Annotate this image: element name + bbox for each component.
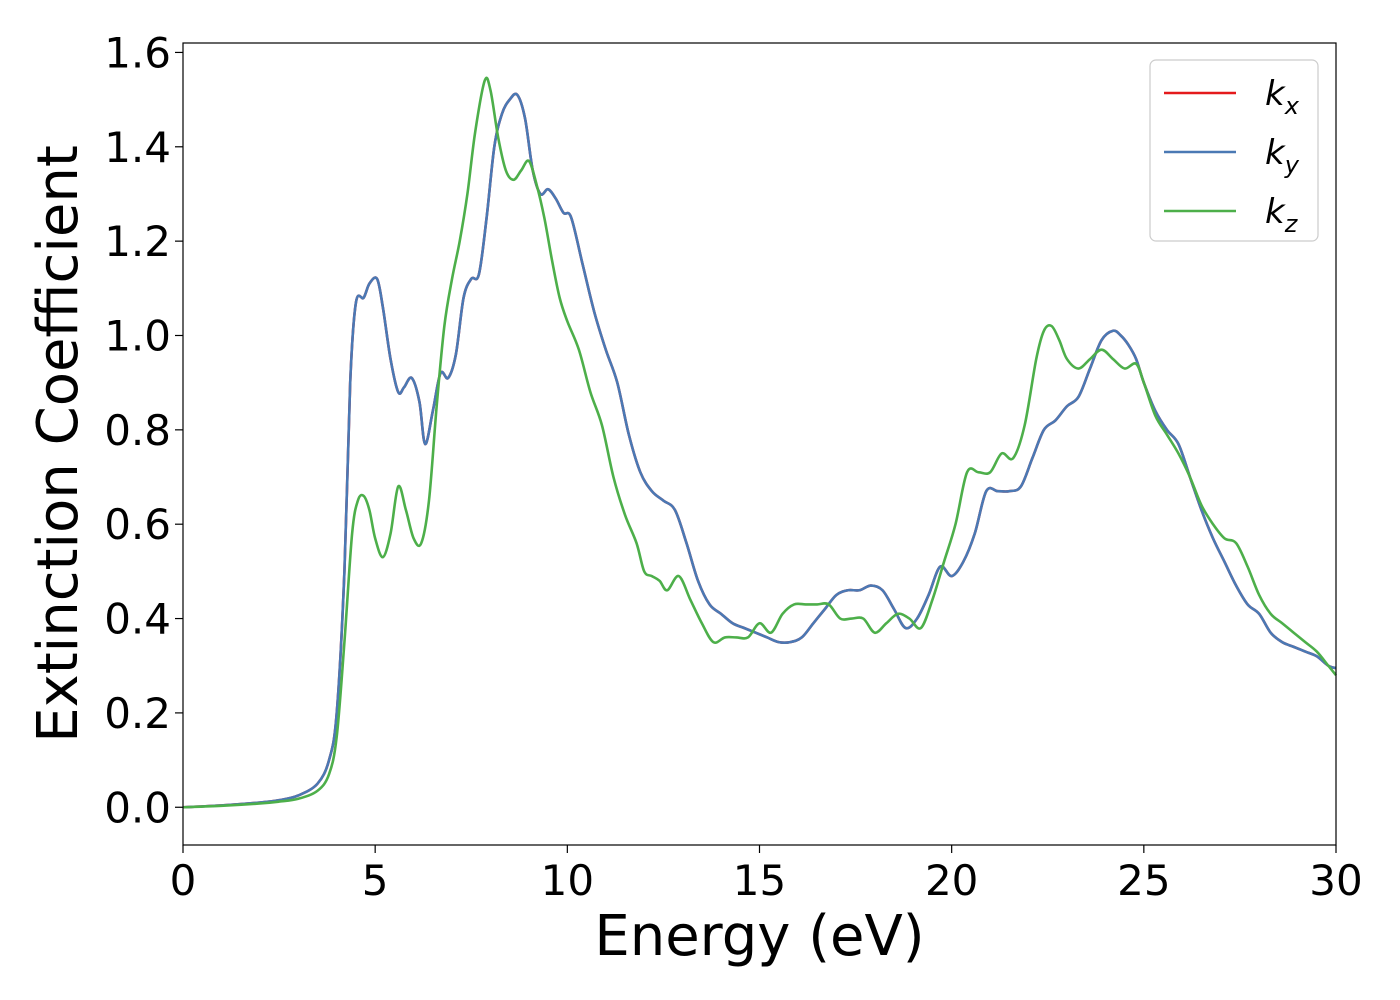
legend: kx ky kz bbox=[1149, 59, 1319, 242]
y-tick-label: 0.4 bbox=[104, 595, 171, 644]
x-tick-label: 0 bbox=[170, 856, 197, 905]
y-tick-label: 0.0 bbox=[104, 783, 171, 832]
y-axis-title: Extinction Coefficient bbox=[26, 145, 91, 743]
y-tick-label: 0.2 bbox=[104, 689, 171, 738]
y-tick-label: 1.6 bbox=[104, 28, 171, 77]
x-tick-label: 30 bbox=[1309, 856, 1362, 905]
y-tick-label: 1.4 bbox=[104, 123, 171, 172]
x-tick-label: 5 bbox=[362, 856, 389, 905]
legend-box bbox=[1149, 59, 1319, 242]
series-line-y bbox=[182, 92, 1337, 809]
y-tick-label: 0.6 bbox=[104, 500, 171, 549]
x-axis-title: Energy (eV) bbox=[594, 904, 924, 969]
legend-label-x: kx bbox=[1265, 74, 1300, 120]
y-tick-label: 0.8 bbox=[104, 406, 171, 455]
x-tick-label: 15 bbox=[733, 856, 786, 905]
x-tick-label: 10 bbox=[541, 856, 594, 905]
y-tick-label: 1.2 bbox=[104, 217, 171, 266]
y-tick-label: 1.0 bbox=[104, 311, 171, 360]
legend-label-y: ky bbox=[1265, 133, 1300, 179]
x-axis: 0 5 10 15 20 25 30 bbox=[170, 845, 1363, 905]
y-axis: 0.0 0.2 0.4 0.6 0.8 1.0 1.2 1.4 1.6 bbox=[104, 28, 183, 832]
series-layer bbox=[182, 76, 1338, 809]
legend-label-z: kz bbox=[1265, 192, 1299, 238]
x-tick-label: 25 bbox=[1117, 856, 1170, 905]
x-tick-label: 20 bbox=[925, 856, 978, 905]
series-line-z bbox=[182, 76, 1338, 809]
